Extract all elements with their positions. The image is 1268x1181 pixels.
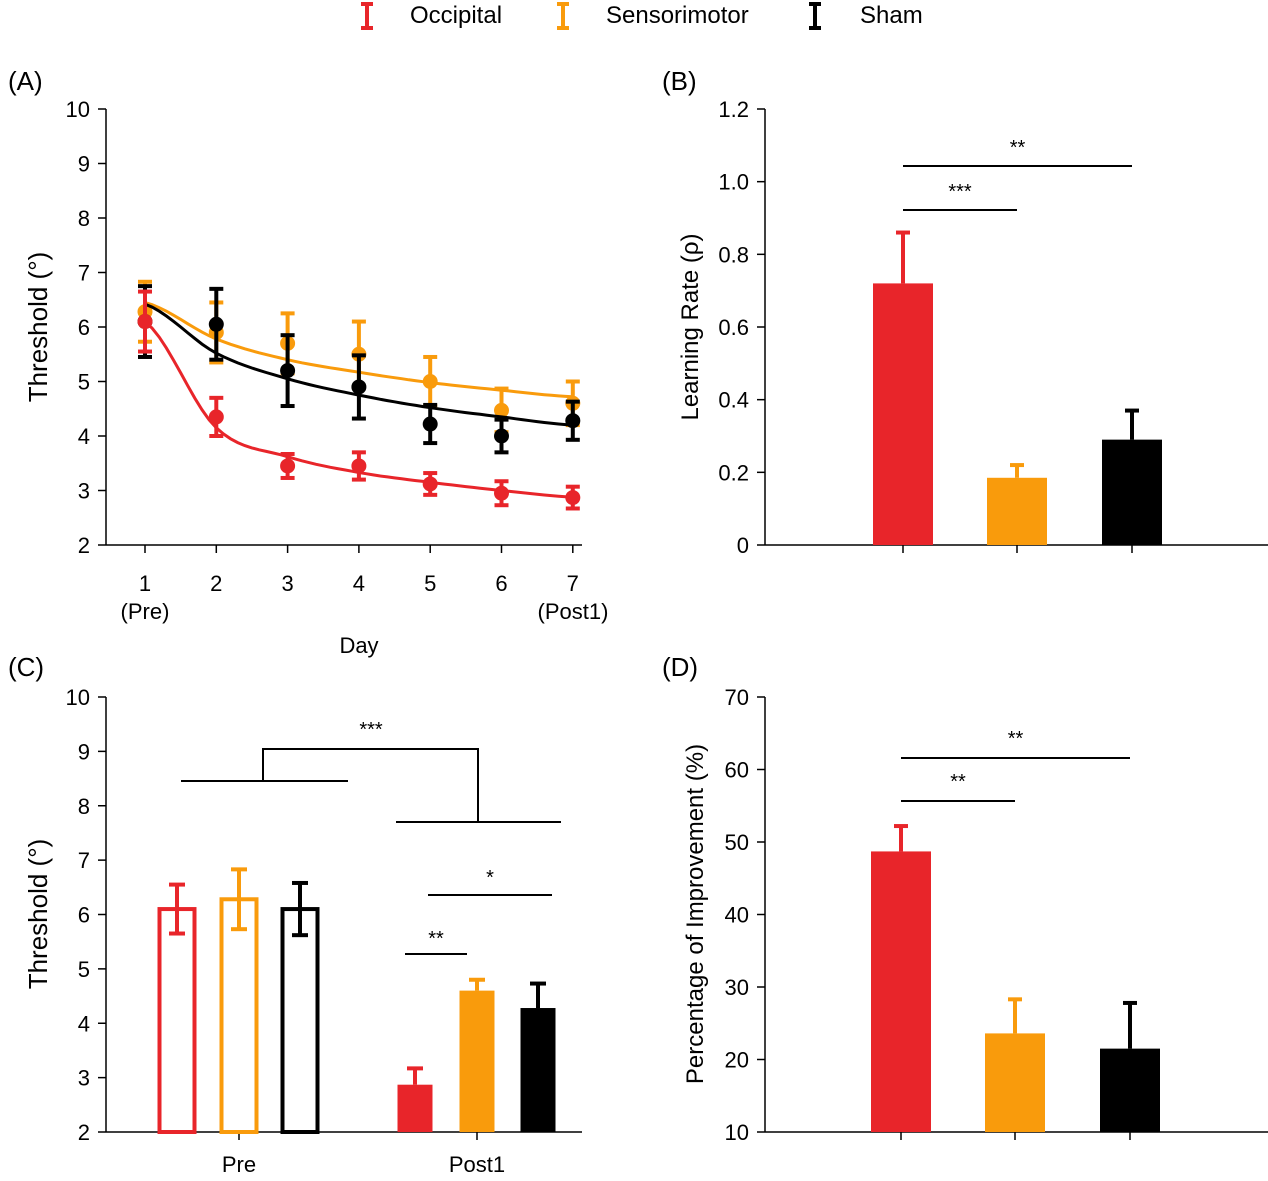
panel-a-point-occipital bbox=[351, 458, 367, 474]
panel-a-point-sham bbox=[422, 416, 438, 432]
panel-c-significance-label: ** bbox=[428, 928, 444, 950]
panel-b-bar-sham bbox=[1102, 439, 1162, 545]
panel-d-bar-sham bbox=[1100, 1048, 1160, 1132]
panel-d-y-tick-label: 20 bbox=[725, 1048, 749, 1073]
panel-c-y-tick-label: 3 bbox=[78, 1066, 90, 1091]
panel-c-y-tick-label: 8 bbox=[78, 794, 90, 819]
panel-a-label: (A) bbox=[8, 66, 43, 96]
panel-c-label: (C) bbox=[8, 652, 44, 682]
panel-c-y-tick-label: 10 bbox=[66, 685, 90, 710]
panel-c-bar-post1-sham bbox=[520, 1008, 556, 1132]
panel-a-xlabel: Day bbox=[339, 633, 378, 658]
panel-c-y-tick-label: 5 bbox=[78, 957, 90, 982]
panel-c-bar-post1-occipital bbox=[397, 1084, 433, 1132]
panel-a-ylabel: Threshold (°) bbox=[23, 252, 53, 403]
panel-c-bracket-connector bbox=[262, 748, 479, 822]
panel-a-point-sham bbox=[351, 379, 367, 395]
panel-a-y-tick-label: 10 bbox=[66, 97, 90, 122]
panel-a-x-tick-label: 1 bbox=[139, 571, 151, 596]
panel-b-y-tick-label: 0 bbox=[737, 533, 749, 558]
panel-a-point-occipital bbox=[280, 458, 296, 474]
panel-b-significance-label: *** bbox=[948, 181, 972, 203]
panel-a-y-tick-label: 8 bbox=[78, 206, 90, 231]
panel-a-point-sham bbox=[208, 316, 224, 332]
panel-d-y-tick-label: 60 bbox=[725, 758, 749, 783]
panel-c-y-tick-label: 7 bbox=[78, 848, 90, 873]
legend-sham-label: Sham bbox=[860, 2, 923, 29]
panel-a-y-tick-label: 2 bbox=[78, 533, 90, 558]
panel-d-y-tick-label: 50 bbox=[725, 830, 749, 855]
panel-a-point-occipital bbox=[565, 490, 581, 506]
panel-d-y-tick-label: 70 bbox=[725, 685, 749, 710]
legend-occipital-label: Occipital bbox=[410, 2, 502, 29]
panel-c-bar-pre-occipital bbox=[157, 907, 197, 1134]
panel-b-y-tick-label: 0.6 bbox=[718, 315, 749, 340]
panel-a-point-sham bbox=[565, 413, 581, 429]
panel-d-significance-label: ** bbox=[950, 771, 966, 793]
panel-d-ylabel: Percentage of Improvement (%) bbox=[682, 744, 709, 1084]
panel-a-xsublabel-post1: (Post1) bbox=[538, 599, 609, 624]
panel-a-point-sensorimotor bbox=[422, 374, 438, 389]
panel-a-xsublabel-pre: (Pre) bbox=[121, 599, 170, 624]
legend: Occipital Sensorimotor Sham bbox=[361, 2, 923, 30]
panel-b-y-tick-label: 1.0 bbox=[718, 170, 749, 195]
panel-c-x-tick-label: Pre bbox=[222, 1152, 256, 1177]
panel-c-significance-label: *** bbox=[359, 719, 383, 741]
legend-sensorimotor-label: Sensorimotor bbox=[606, 2, 749, 29]
panel-d-significance-label: ** bbox=[1008, 728, 1024, 750]
panel-c-y-tick-label: 4 bbox=[78, 1011, 90, 1036]
panel-a-point-occipital bbox=[137, 314, 153, 330]
panel-a-x-tick-label: 7 bbox=[567, 571, 579, 596]
panel-d-y-tick-label: 10 bbox=[725, 1120, 749, 1145]
panel-b-bar-occipital bbox=[873, 283, 933, 545]
panel-a-x-tick-label: 2 bbox=[210, 571, 222, 596]
panel-a-x-tick-label: 4 bbox=[353, 571, 365, 596]
panel-b-y-tick-label: 0.4 bbox=[718, 388, 749, 413]
panel-d: (D) 10 20 30 40 50 60 70 ** ** Percentage of Imp… bbox=[662, 652, 1268, 1145]
panel-d-y-tick-label: 30 bbox=[725, 975, 749, 1000]
panel-b: (B) 00.20.40.60.81.01.2***** Learning Ra… bbox=[662, 66, 1268, 558]
panel-d-bar-occipital bbox=[871, 851, 931, 1132]
panel-b-label: (B) bbox=[662, 66, 697, 96]
panel-c-ylabel: Threshold (°) bbox=[23, 839, 53, 990]
panel-b-ylabel: Learning Rate (ρ) bbox=[677, 233, 704, 420]
panel-a-point-occipital bbox=[422, 476, 438, 492]
panel-b-bar-sensorimotor bbox=[987, 477, 1047, 545]
panel-a-y-tick-label: 3 bbox=[78, 479, 90, 504]
panel-a-x-tick-label: 6 bbox=[495, 571, 507, 596]
panel-a-y-tick-label: 5 bbox=[78, 370, 90, 395]
panel-c-significance-label: * bbox=[486, 867, 494, 889]
panel-a-y-tick-label: 6 bbox=[78, 315, 90, 340]
panel-b-y-tick-label: 1.2 bbox=[718, 97, 749, 122]
panel-b-y-tick-label: 0.8 bbox=[718, 242, 749, 267]
panel-a-point-sham bbox=[280, 363, 296, 379]
panel-a-point-occipital bbox=[208, 409, 224, 425]
panel-c-y-tick-label: 2 bbox=[78, 1120, 90, 1145]
panel-a-y-tick-label: 4 bbox=[78, 424, 90, 449]
panel-b-y-tick-label: 0.2 bbox=[718, 460, 749, 485]
panel-a-x-tick-label: 3 bbox=[281, 571, 293, 596]
panel-c-y-tick-label: 9 bbox=[78, 739, 90, 764]
panel-d-bar-sensorimotor bbox=[985, 1033, 1045, 1132]
panel-b-significance-label: ** bbox=[1010, 137, 1026, 159]
panel-c-x-tick-label: Post1 bbox=[449, 1152, 505, 1177]
panel-a-point-sensorimotor bbox=[494, 402, 509, 418]
panel-c-y-tick-label: 6 bbox=[78, 903, 90, 928]
panel-a-x-tick-label: 5 bbox=[424, 571, 436, 596]
panel-c-bar-post1-sensorimotor bbox=[459, 990, 495, 1132]
panel-a-y-tick-label: 9 bbox=[78, 152, 90, 177]
panel-c-bar-pre-sham bbox=[280, 907, 320, 1134]
panel-c-bar-pre-sensorimotor bbox=[219, 897, 259, 1135]
panel-a-point-occipital bbox=[494, 485, 509, 501]
panel-d-y-tick-label: 40 bbox=[725, 903, 749, 928]
panel-a-point-sham bbox=[494, 428, 509, 444]
panel-d-label: (D) bbox=[662, 652, 698, 682]
panel-a-y-tick-label: 7 bbox=[78, 261, 90, 286]
